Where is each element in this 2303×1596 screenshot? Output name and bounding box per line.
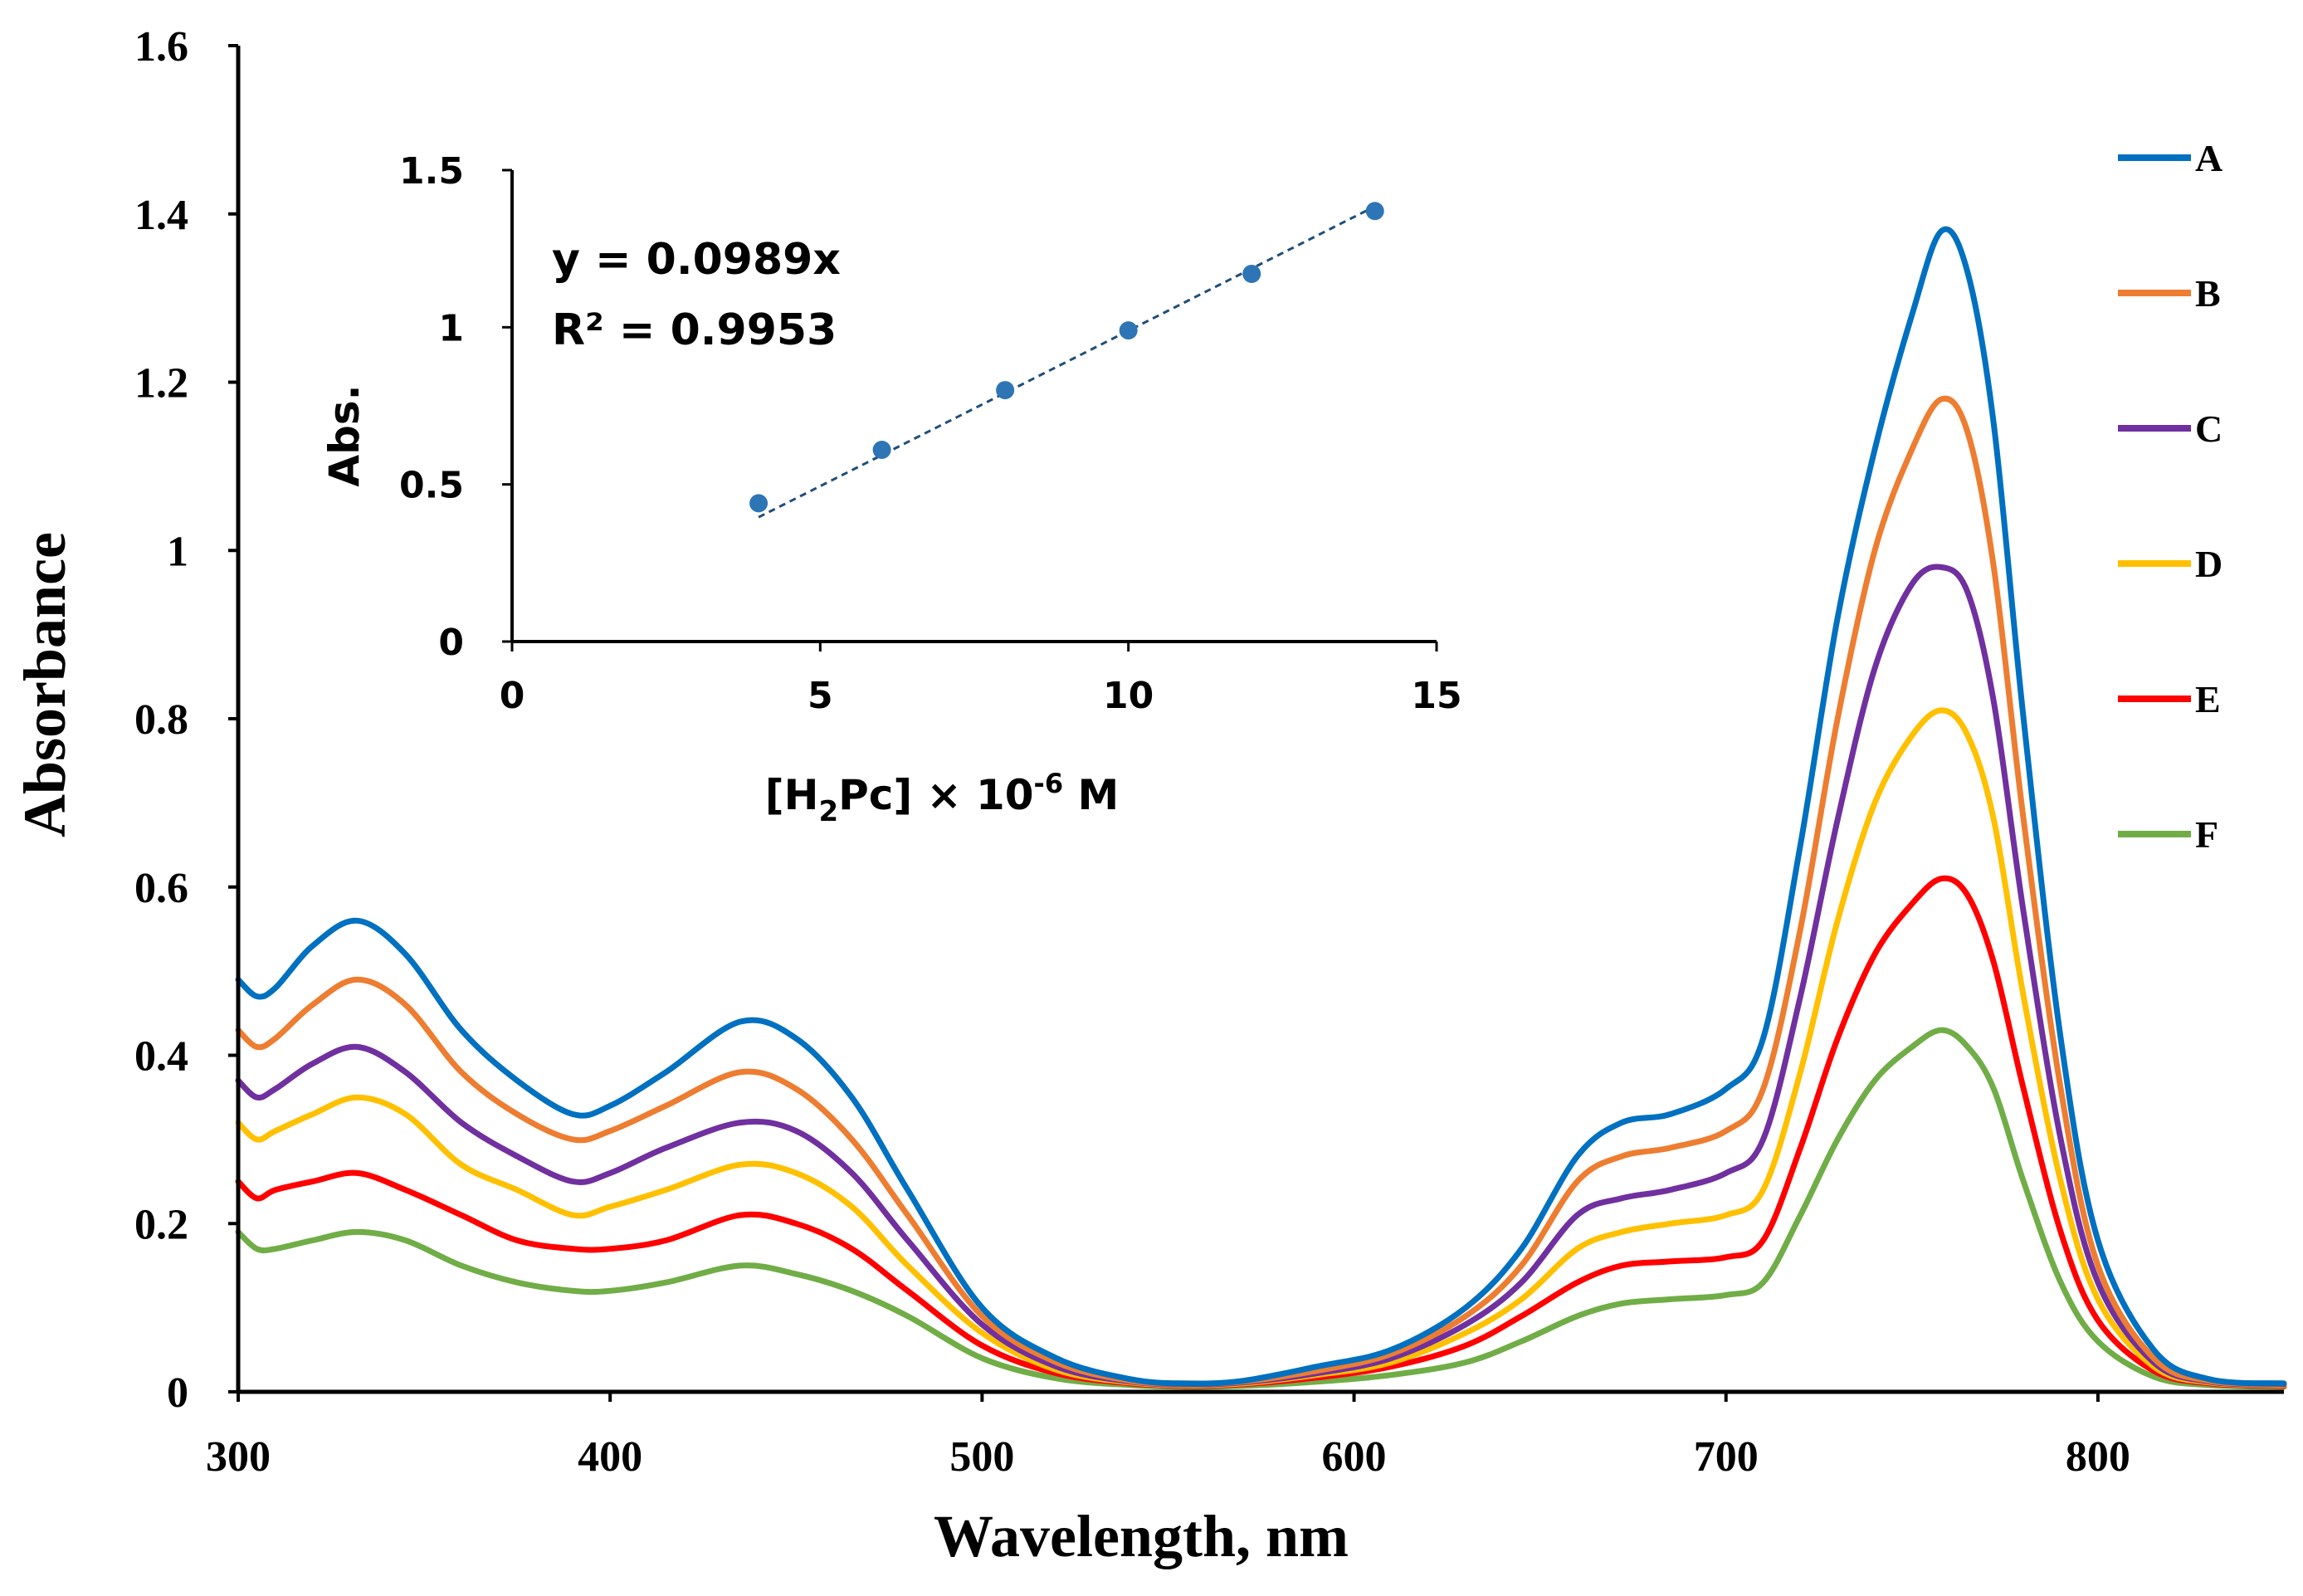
inset-data-point [872,441,891,460]
x-tick-label: 600 [1322,1433,1387,1481]
inset-data-point [1365,202,1384,221]
inset-x-title-part3: M [1063,771,1119,819]
x-tick-label: 800 [2066,1433,2130,1481]
inset-y-tick-label: 0.5 [399,465,464,507]
y-axis-title: Absorbance [12,532,78,837]
inset-data-point [1119,321,1138,340]
inset-series-group [749,202,1384,519]
series-line-D [235,707,2287,1389]
y-tick-label: 0 [167,1369,188,1417]
inset-x-title-part2: Pc] × 10 [838,771,1033,819]
inset-data-point [1242,264,1261,283]
inset-trendline [758,205,1376,519]
series-line-C [235,564,2287,1388]
series-line-B [235,395,2287,1387]
inset-data-point [749,494,768,513]
legend-label-F: F [2195,813,2218,856]
inset-x-tick-label: 5 [808,675,833,717]
inset-y-axis-title: Abs. [320,384,368,486]
y-tick-label: 0.6 [134,865,188,912]
x-tick-label: 400 [578,1433,642,1481]
legend-label-B: B [2195,272,2221,315]
legend-label-D: D [2195,543,2222,585]
inset-x-tick-label: 0 [500,675,525,717]
inset-x-title-subscript: 2 [818,795,838,828]
y-tick-label: 1.4 [134,192,188,239]
series-line-F [235,1027,2287,1390]
main-series-group [235,226,2287,1390]
x-tick-label: 700 [1694,1433,1759,1481]
y-tick-label: 1.2 [134,360,188,408]
x-axis-title: Wavelength, nm [934,1503,1349,1569]
inset-data-point [996,381,1015,400]
inset-r2: R² = 0.9953 [552,305,837,355]
y-tick-label: 0.2 [134,1201,188,1248]
inset-y-tick-label: 0 [438,622,464,664]
inset-equation: y = 0.0989x [552,235,841,285]
inset-x-tick-label: 10 [1103,675,1154,717]
x-tick-label: 500 [949,1433,1014,1481]
legend-label-E: E [2195,678,2221,720]
series-line-E [235,875,2287,1389]
inset-x-axis-title: [H2Pc] × 10-6 M [765,768,1120,828]
legend-label-A: A [2195,137,2222,179]
inset-x-tick-label: 15 [1411,675,1461,717]
legend-label-C: C [2195,408,2222,450]
inset-x-title-part1: [H [765,771,819,819]
x-tick-label: 300 [206,1433,271,1481]
y-tick-label: 0.8 [134,696,188,744]
y-tick-label: 1.6 [134,23,188,71]
y-tick-label: 1 [167,528,188,575]
inset-y-tick-label: 1 [438,307,464,349]
inset-x-title-superscript: -6 [1034,768,1064,799]
inset-axes: 0 0.5 1 1.5 0 5 10 15 [399,150,1462,717]
y-tick-label: 0.4 [134,1033,188,1081]
series-line-A [235,226,2287,1387]
inset-y-tick-label: 1.5 [399,150,464,193]
legend: A B C D E F [2118,137,2222,856]
